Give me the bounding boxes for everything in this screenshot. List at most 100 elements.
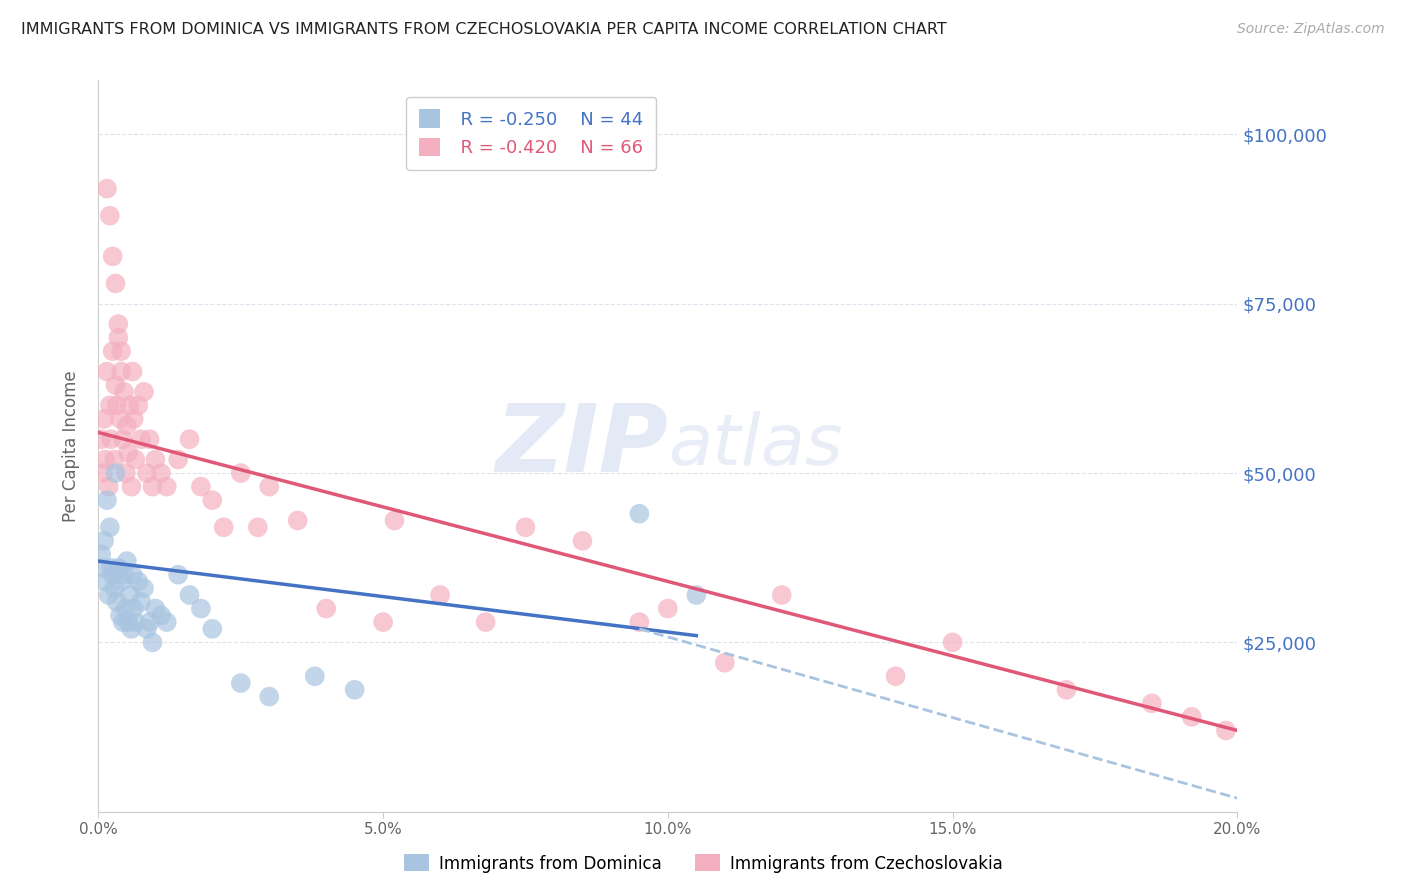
Point	[141, 480, 163, 494]
Point	[96, 181, 118, 195]
Point	[515, 520, 537, 534]
Point	[98, 520, 121, 534]
Point	[96, 364, 118, 378]
Point	[105, 398, 128, 412]
Point	[190, 601, 212, 615]
Point	[91, 561, 114, 575]
Point	[129, 432, 152, 446]
Point	[138, 615, 160, 629]
Point	[107, 317, 129, 331]
Point	[685, 588, 707, 602]
Point	[112, 384, 135, 399]
Point	[1056, 682, 1078, 697]
Point	[1181, 710, 1204, 724]
Point	[628, 615, 651, 629]
Point	[179, 588, 201, 602]
Point	[371, 615, 394, 629]
Point	[127, 574, 149, 589]
Legend: Immigrants from Dominica, Immigrants from Czechoslovakia: Immigrants from Dominica, Immigrants fro…	[396, 847, 1010, 880]
Point	[135, 622, 157, 636]
Point	[101, 249, 124, 263]
Point	[96, 493, 118, 508]
Point	[117, 615, 139, 629]
Point	[104, 466, 127, 480]
Point	[246, 520, 269, 534]
Point	[115, 554, 138, 568]
Point	[100, 561, 122, 575]
Point	[115, 418, 138, 433]
Point	[132, 581, 155, 595]
Point	[93, 412, 115, 426]
Point	[259, 690, 281, 704]
Point	[105, 595, 128, 609]
Point	[657, 601, 679, 615]
Point	[111, 432, 134, 446]
Point	[315, 601, 337, 615]
Legend:   R = -0.250    N = 44,   R = -0.420    N = 66: R = -0.250 N = 44, R = -0.420 N = 66	[406, 96, 657, 169]
Point	[110, 574, 132, 589]
Point	[179, 432, 201, 446]
Point	[628, 507, 651, 521]
Point	[1140, 697, 1163, 711]
Point	[108, 608, 131, 623]
Text: Source: ZipAtlas.com: Source: ZipAtlas.com	[1237, 22, 1385, 37]
Point	[120, 622, 142, 636]
Point	[156, 615, 179, 629]
Point	[132, 384, 155, 399]
Point	[942, 635, 965, 649]
Point	[111, 615, 134, 629]
Point	[104, 378, 127, 392]
Point	[150, 608, 173, 623]
Point	[93, 533, 115, 548]
Point	[103, 452, 125, 467]
Point	[94, 452, 117, 467]
Point	[129, 595, 152, 609]
Point	[103, 581, 125, 595]
Point	[101, 344, 124, 359]
Point	[714, 656, 737, 670]
Point	[98, 398, 121, 412]
Y-axis label: Per Capita Income: Per Capita Income	[62, 370, 80, 522]
Point	[100, 432, 122, 446]
Point	[98, 209, 121, 223]
Point	[190, 480, 212, 494]
Point	[343, 682, 366, 697]
Point	[201, 622, 224, 636]
Point	[201, 493, 224, 508]
Point	[304, 669, 326, 683]
Point	[104, 277, 127, 291]
Point	[884, 669, 907, 683]
Point	[107, 561, 129, 575]
Point	[156, 480, 179, 494]
Point	[138, 432, 160, 446]
Point	[117, 446, 139, 460]
Point	[124, 452, 146, 467]
Point	[108, 412, 131, 426]
Point	[122, 412, 145, 426]
Point	[114, 601, 136, 615]
Point	[167, 567, 190, 582]
Point	[118, 588, 141, 602]
Point	[110, 344, 132, 359]
Point	[122, 601, 145, 615]
Text: ZIP: ZIP	[495, 400, 668, 492]
Point	[118, 398, 141, 412]
Point	[97, 480, 120, 494]
Point	[90, 432, 112, 446]
Point	[429, 588, 451, 602]
Text: atlas: atlas	[668, 411, 842, 481]
Point	[91, 466, 114, 480]
Point	[121, 364, 143, 378]
Point	[145, 452, 167, 467]
Point	[94, 574, 117, 589]
Point	[287, 514, 309, 528]
Point	[127, 398, 149, 412]
Point	[110, 364, 132, 378]
Point	[167, 452, 190, 467]
Point	[145, 601, 167, 615]
Point	[107, 331, 129, 345]
Text: IMMIGRANTS FROM DOMINICA VS IMMIGRANTS FROM CZECHOSLOVAKIA PER CAPITA INCOME COR: IMMIGRANTS FROM DOMINICA VS IMMIGRANTS F…	[21, 22, 946, 37]
Point	[474, 615, 496, 629]
Point	[259, 480, 281, 494]
Point	[97, 588, 120, 602]
